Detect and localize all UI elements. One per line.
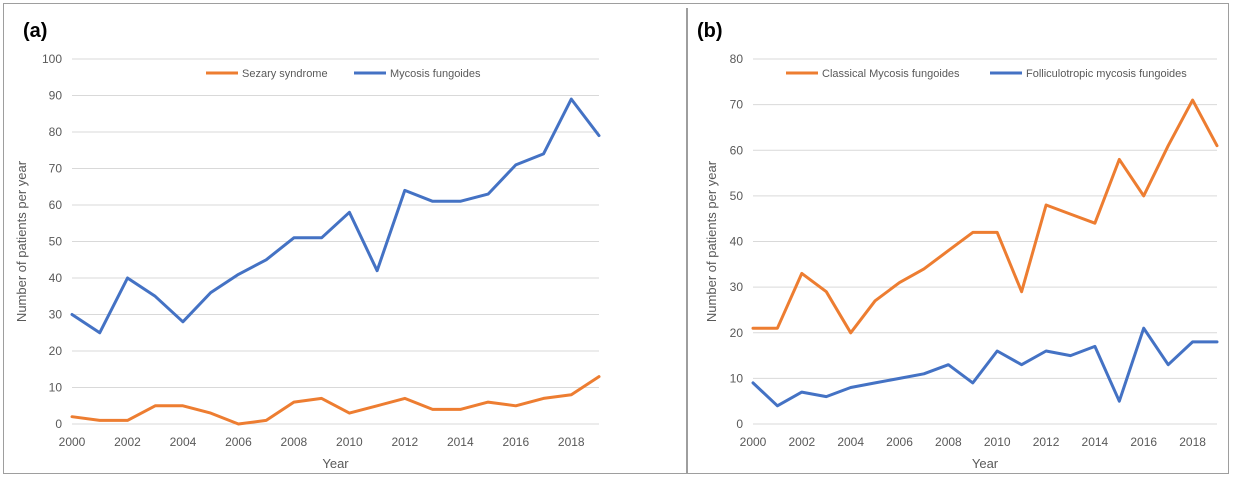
x-tick-label: 2000 <box>740 435 767 449</box>
y-tick-label: 50 <box>730 189 744 203</box>
y-tick-label: 30 <box>730 280 744 294</box>
x-tick-label: 2016 <box>1130 435 1157 449</box>
x-tick-label: 2008 <box>935 435 962 449</box>
y-tick-label: 80 <box>730 52 744 66</box>
x-tick-label: 2006 <box>886 435 913 449</box>
x-tick-label: 2016 <box>502 435 529 449</box>
x-axis-title: Year <box>322 456 349 471</box>
legend-label: Classical Mycosis fungoides <box>822 68 960 80</box>
y-axis-title: Number of patients per year <box>14 160 29 322</box>
series-line <box>751 326 1219 408</box>
x-tick-label: 2004 <box>170 435 197 449</box>
y-tick-label: 40 <box>49 271 63 285</box>
y-tick-label: 70 <box>730 98 744 112</box>
y-tick-label: 20 <box>730 326 744 340</box>
legend-label: Mycosis fungoides <box>390 68 481 80</box>
y-tick-label: 50 <box>49 235 63 249</box>
x-tick-label: 2014 <box>447 435 474 449</box>
y-tick-label: 10 <box>730 371 744 385</box>
y-axis-title: Number of patients per year <box>704 160 719 322</box>
x-tick-label: 2008 <box>281 435 308 449</box>
y-tick-label: 20 <box>49 344 63 358</box>
figure-frame <box>3 3 1229 474</box>
x-tick-label: 2002 <box>788 435 815 449</box>
y-tick-label: 40 <box>730 235 744 249</box>
x-tick-label: 2010 <box>984 435 1011 449</box>
x-tick-label: 2004 <box>837 435 864 449</box>
x-tick-label: 2018 <box>1179 435 1206 449</box>
series-line <box>70 375 601 426</box>
x-tick-label: 2002 <box>114 435 141 449</box>
panel-label: (a) <box>23 20 47 42</box>
y-tick-label: 10 <box>49 381 63 395</box>
y-tick-label: 100 <box>42 52 62 66</box>
series-line <box>751 98 1219 335</box>
x-tick-label: 2012 <box>391 435 418 449</box>
x-tick-label: 2018 <box>558 435 585 449</box>
y-tick-label: 70 <box>49 162 63 176</box>
x-axis-title: Year <box>972 456 999 471</box>
x-tick-label: 2010 <box>336 435 363 449</box>
y-tick-label: 90 <box>49 89 63 103</box>
y-tick-label: 80 <box>49 125 63 139</box>
x-tick-label: 2000 <box>59 435 86 449</box>
y-tick-label: 60 <box>49 198 63 212</box>
y-tick-label: 0 <box>736 417 743 431</box>
x-tick-label: 2014 <box>1082 435 1109 449</box>
x-tick-label: 2012 <box>1033 435 1060 449</box>
y-tick-label: 60 <box>730 143 744 157</box>
x-tick-label: 2006 <box>225 435 252 449</box>
legend-label: Folliculotropic mycosis fungoides <box>1026 68 1187 80</box>
y-tick-label: 0 <box>55 417 62 431</box>
panel-divider <box>686 8 688 474</box>
panel-label: (b) <box>697 20 723 42</box>
y-tick-label: 30 <box>49 308 63 322</box>
legend-label: Sezary syndrome <box>242 68 328 80</box>
series-line <box>70 97 601 335</box>
